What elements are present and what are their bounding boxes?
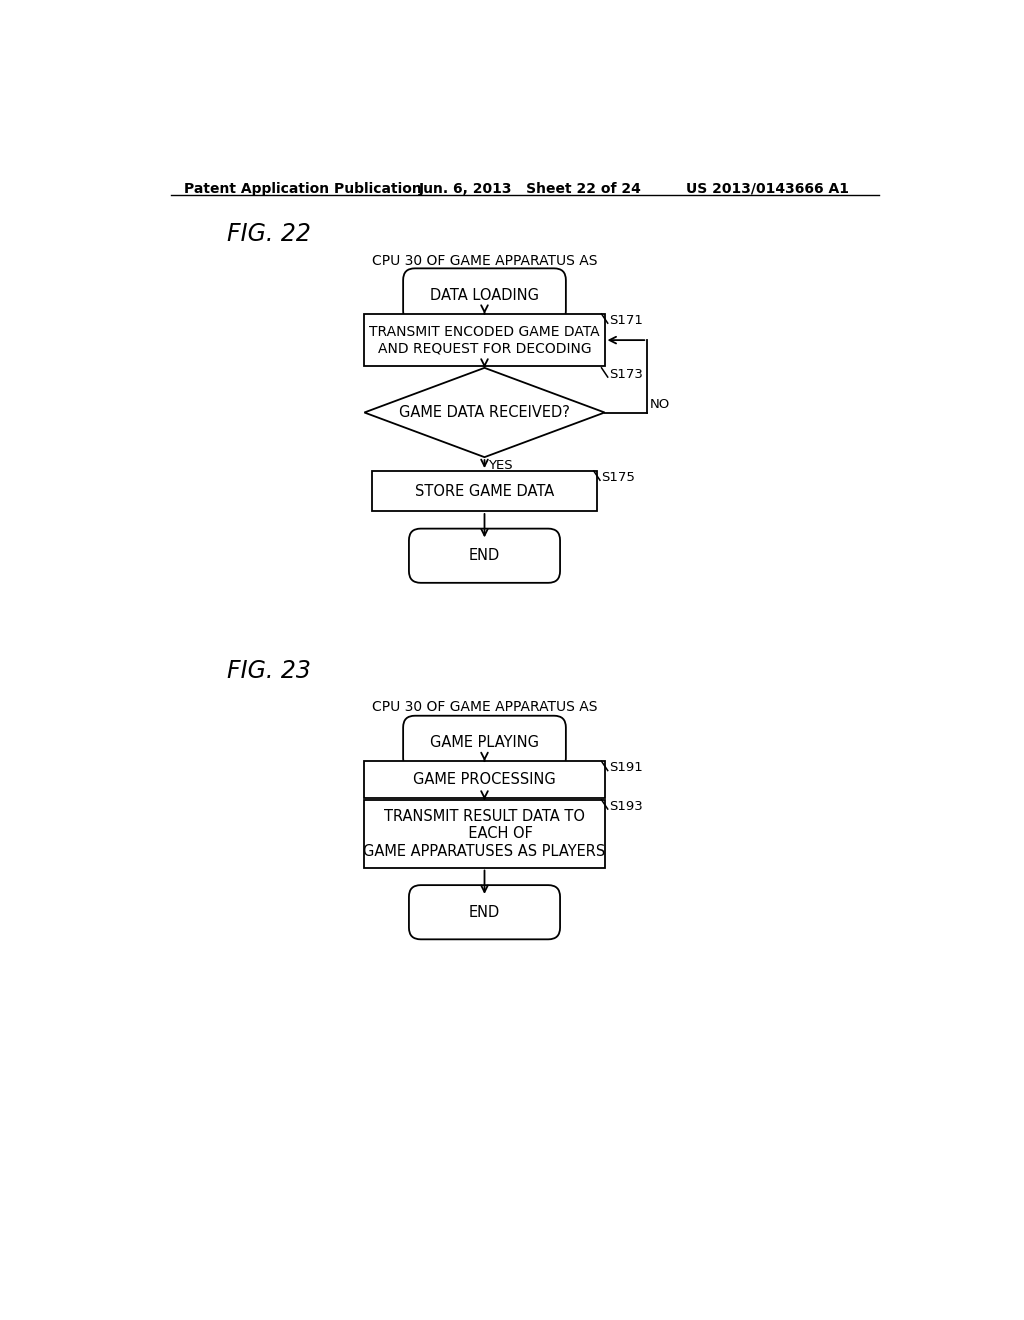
Bar — [365, 314, 604, 367]
FancyBboxPatch shape — [403, 268, 566, 322]
Text: GAME PLAYING: GAME PLAYING — [430, 735, 539, 750]
FancyBboxPatch shape — [409, 886, 560, 940]
Polygon shape — [365, 368, 604, 457]
Bar — [372, 471, 597, 511]
Text: YES: YES — [487, 459, 512, 471]
Text: S171: S171 — [609, 314, 643, 327]
Text: S173: S173 — [609, 368, 643, 381]
Bar — [365, 800, 604, 867]
Text: Jun. 6, 2013   Sheet 22 of 24: Jun. 6, 2013 Sheet 22 of 24 — [419, 182, 641, 195]
Text: GAME PROCESSING: GAME PROCESSING — [413, 772, 556, 787]
Text: S191: S191 — [609, 762, 643, 775]
Text: US 2013/0143666 A1: US 2013/0143666 A1 — [686, 182, 849, 195]
Text: DATA LOADING: DATA LOADING — [430, 288, 539, 304]
Text: GAME DATA RECEIVED?: GAME DATA RECEIVED? — [399, 405, 570, 420]
Text: S193: S193 — [609, 800, 643, 813]
Text: Patent Application Publication: Patent Application Publication — [183, 182, 422, 195]
Text: TRANSMIT ENCODED GAME DATA
AND REQUEST FOR DECODING: TRANSMIT ENCODED GAME DATA AND REQUEST F… — [370, 325, 600, 355]
Bar — [365, 762, 604, 799]
Text: FIG. 23: FIG. 23 — [227, 659, 311, 682]
Text: FIG. 22: FIG. 22 — [227, 222, 311, 246]
Text: GAME MASTER: GAME MASTER — [433, 268, 536, 281]
Text: GAME MASTER: GAME MASTER — [433, 714, 536, 729]
FancyBboxPatch shape — [403, 715, 566, 770]
Text: STORE GAME DATA: STORE GAME DATA — [415, 483, 554, 499]
FancyBboxPatch shape — [409, 528, 560, 583]
Text: NO: NO — [649, 397, 670, 411]
Text: S175: S175 — [601, 471, 636, 484]
Text: CPU 30 OF GAME APPARATUS AS: CPU 30 OF GAME APPARATUS AS — [372, 253, 597, 268]
Text: TRANSMIT RESULT DATA TO
       EACH OF
GAME APPARATUSES AS PLAYERS: TRANSMIT RESULT DATA TO EACH OF GAME APP… — [364, 809, 605, 858]
Text: CPU 30 OF GAME APPARATUS AS: CPU 30 OF GAME APPARATUS AS — [372, 701, 597, 714]
Text: END: END — [469, 904, 500, 920]
Text: END: END — [469, 548, 500, 564]
